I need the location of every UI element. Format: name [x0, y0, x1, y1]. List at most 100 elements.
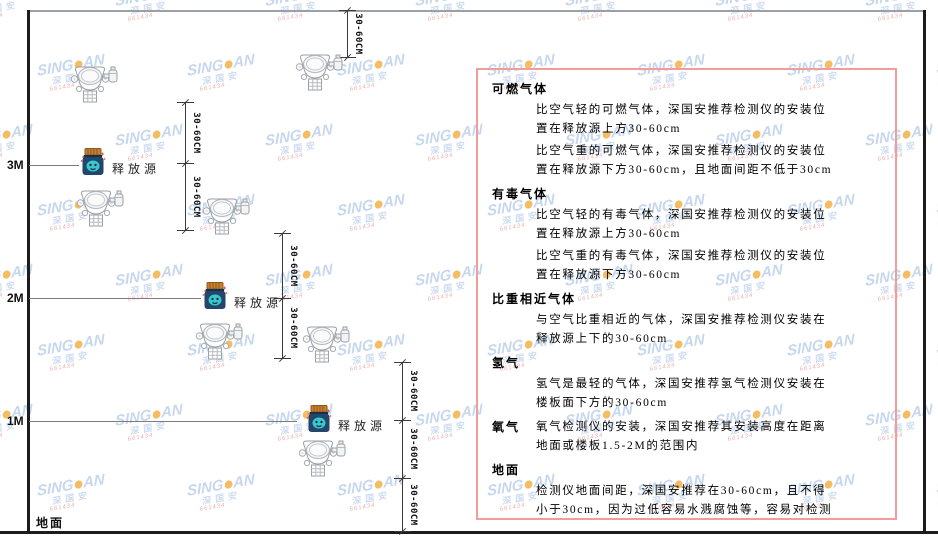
- watermark-brand-left: SING: [0, 0, 2, 10]
- watermark-dot-icon: [152, 269, 161, 279]
- watermark-dot-icon: [452, 409, 461, 419]
- watermark-contact: 661434: [349, 362, 376, 374]
- watermark-dot-icon: [224, 59, 233, 69]
- watermark-brand-right: AN: [761, 0, 783, 2]
- watermark-brand-right: AN: [611, 0, 633, 2]
- release-source-label: 释放源: [338, 419, 387, 433]
- dimension-label: 30-60CM: [408, 483, 418, 526]
- watermark-brand-right: AN: [461, 0, 483, 2]
- watermark-dot-icon: [452, 129, 461, 139]
- ground-label: 地面: [36, 516, 65, 530]
- watermark-company: 深国安: [352, 209, 392, 227]
- watermark-brand-left: SING: [715, 0, 752, 10]
- watermark-brand-left: SING: [114, 406, 152, 430]
- dimension-line: [347, 10, 348, 57]
- watermark-brand-left: SING: [264, 406, 302, 430]
- watermark-brand-left: SING: [0, 126, 2, 150]
- watermark-dot-icon: [2, 129, 11, 139]
- watermark-brand-left: SING: [186, 476, 224, 500]
- right-wall: [923, 10, 926, 533]
- watermark-brand-right: AN: [310, 120, 333, 142]
- gas-detector-icon: [295, 52, 345, 99]
- dimension-label: 30-60CM: [408, 428, 418, 470]
- watermark-brand-right: AN: [382, 50, 405, 72]
- watermark-brand-left: SING: [114, 266, 152, 290]
- watermark-brand-right: AN: [160, 260, 183, 282]
- watermark-contact: 661434: [349, 222, 376, 234]
- watermark-brand-right: AN: [82, 470, 105, 492]
- section-body: 氧气检测仪的安装，深国安推荐其安装高度在距离地面或楼板1.5-2M的范围内: [536, 418, 836, 455]
- gas-detector-icon: [195, 321, 245, 368]
- section-paragraph: 比空气轻的可燃气体，深国安推荐检测仪的安装位置在释放源上方30-60cm: [536, 104, 827, 135]
- watermark-brand-right: AN: [311, 0, 333, 2]
- release-source-icon: [80, 147, 106, 182]
- watermark-brand-right: AN: [910, 120, 933, 142]
- gas-detector-icon: [298, 438, 348, 485]
- section-paragraph: 比空气重的可燃气体，深国安推荐检测仪的安装位置在释放源下方30-60cm，且地面…: [536, 145, 833, 176]
- watermark-dot-icon: [374, 199, 383, 209]
- watermark-company: 深国安: [430, 0, 470, 17]
- watermark-brand-left: SING: [414, 266, 452, 290]
- gas-detector-icon: [202, 196, 252, 243]
- dimension-label: 30-60CM: [353, 12, 363, 55]
- watermark-brand-left: SING: [36, 336, 74, 360]
- watermark-company: 深国安: [352, 349, 392, 367]
- watermark-dot-icon: [302, 129, 311, 139]
- watermark-company: 深国安: [202, 489, 242, 507]
- watermark-brand: SING AN: [715, 0, 783, 10]
- panel-section: 氧气 氧气检测仪的安装，深国安推荐其安装高度在距离地面或楼板1.5-2M的范围内: [492, 418, 885, 455]
- watermark-brand-left: SING: [565, 0, 602, 10]
- watermark-brand-left: SING: [264, 126, 302, 150]
- watermark-contact: 661434: [349, 502, 376, 514]
- watermark-brand-right: AN: [382, 330, 405, 352]
- watermark-dot-icon: [374, 59, 383, 69]
- watermark-company: 深国安: [730, 0, 770, 17]
- watermark-brand-left: SING: [114, 126, 152, 150]
- watermark-company: 深国安: [52, 489, 92, 507]
- watermark-brand-left: SING: [36, 196, 74, 220]
- height-level-label: 3M: [7, 158, 24, 172]
- watermark-contact: 661434: [127, 292, 154, 304]
- dimension-line: [402, 362, 403, 531]
- watermark-company: 深国安: [130, 139, 170, 157]
- watermark-contact: 661434: [349, 82, 376, 94]
- watermark-contact: 661434: [199, 82, 226, 94]
- watermark-dot-icon: [374, 479, 383, 489]
- dimension-label: 30-60CM: [288, 307, 298, 349]
- left-wall-axis: [27, 10, 30, 533]
- watermark-company: 深国安: [130, 0, 170, 17]
- watermark-dot-icon: [374, 339, 383, 349]
- gas-detector-icon: [76, 188, 126, 235]
- height-level-line: [29, 421, 297, 422]
- watermark-brand: SING AN: [264, 120, 333, 150]
- watermark-contact: 661434: [127, 432, 154, 444]
- watermark-dot-icon: [152, 129, 161, 139]
- section-paragraph: 氧气检测仪的安装，深国安推荐其安装高度在距离地面或楼板1.5-2M的范围内: [536, 421, 827, 452]
- section-heading: 氢气: [492, 356, 521, 370]
- gas-detector-icon: [302, 324, 352, 371]
- section-paragraph: 比空气重的有毒气体，深国安推荐检测仪的安装位置在释放源下方30-60cm: [536, 250, 827, 281]
- height-level-label: 2M: [7, 291, 24, 305]
- watermark-brand-right: AN: [161, 0, 183, 2]
- dimension-line: [282, 233, 283, 358]
- watermark-brand: SING AN: [565, 0, 633, 10]
- info-panel: 可燃气体 比空气轻的可燃气体，深国安推荐检测仪的安装位置在释放源上方30-60cm…: [476, 68, 897, 520]
- dimension-label: 30-60CM: [191, 111, 201, 154]
